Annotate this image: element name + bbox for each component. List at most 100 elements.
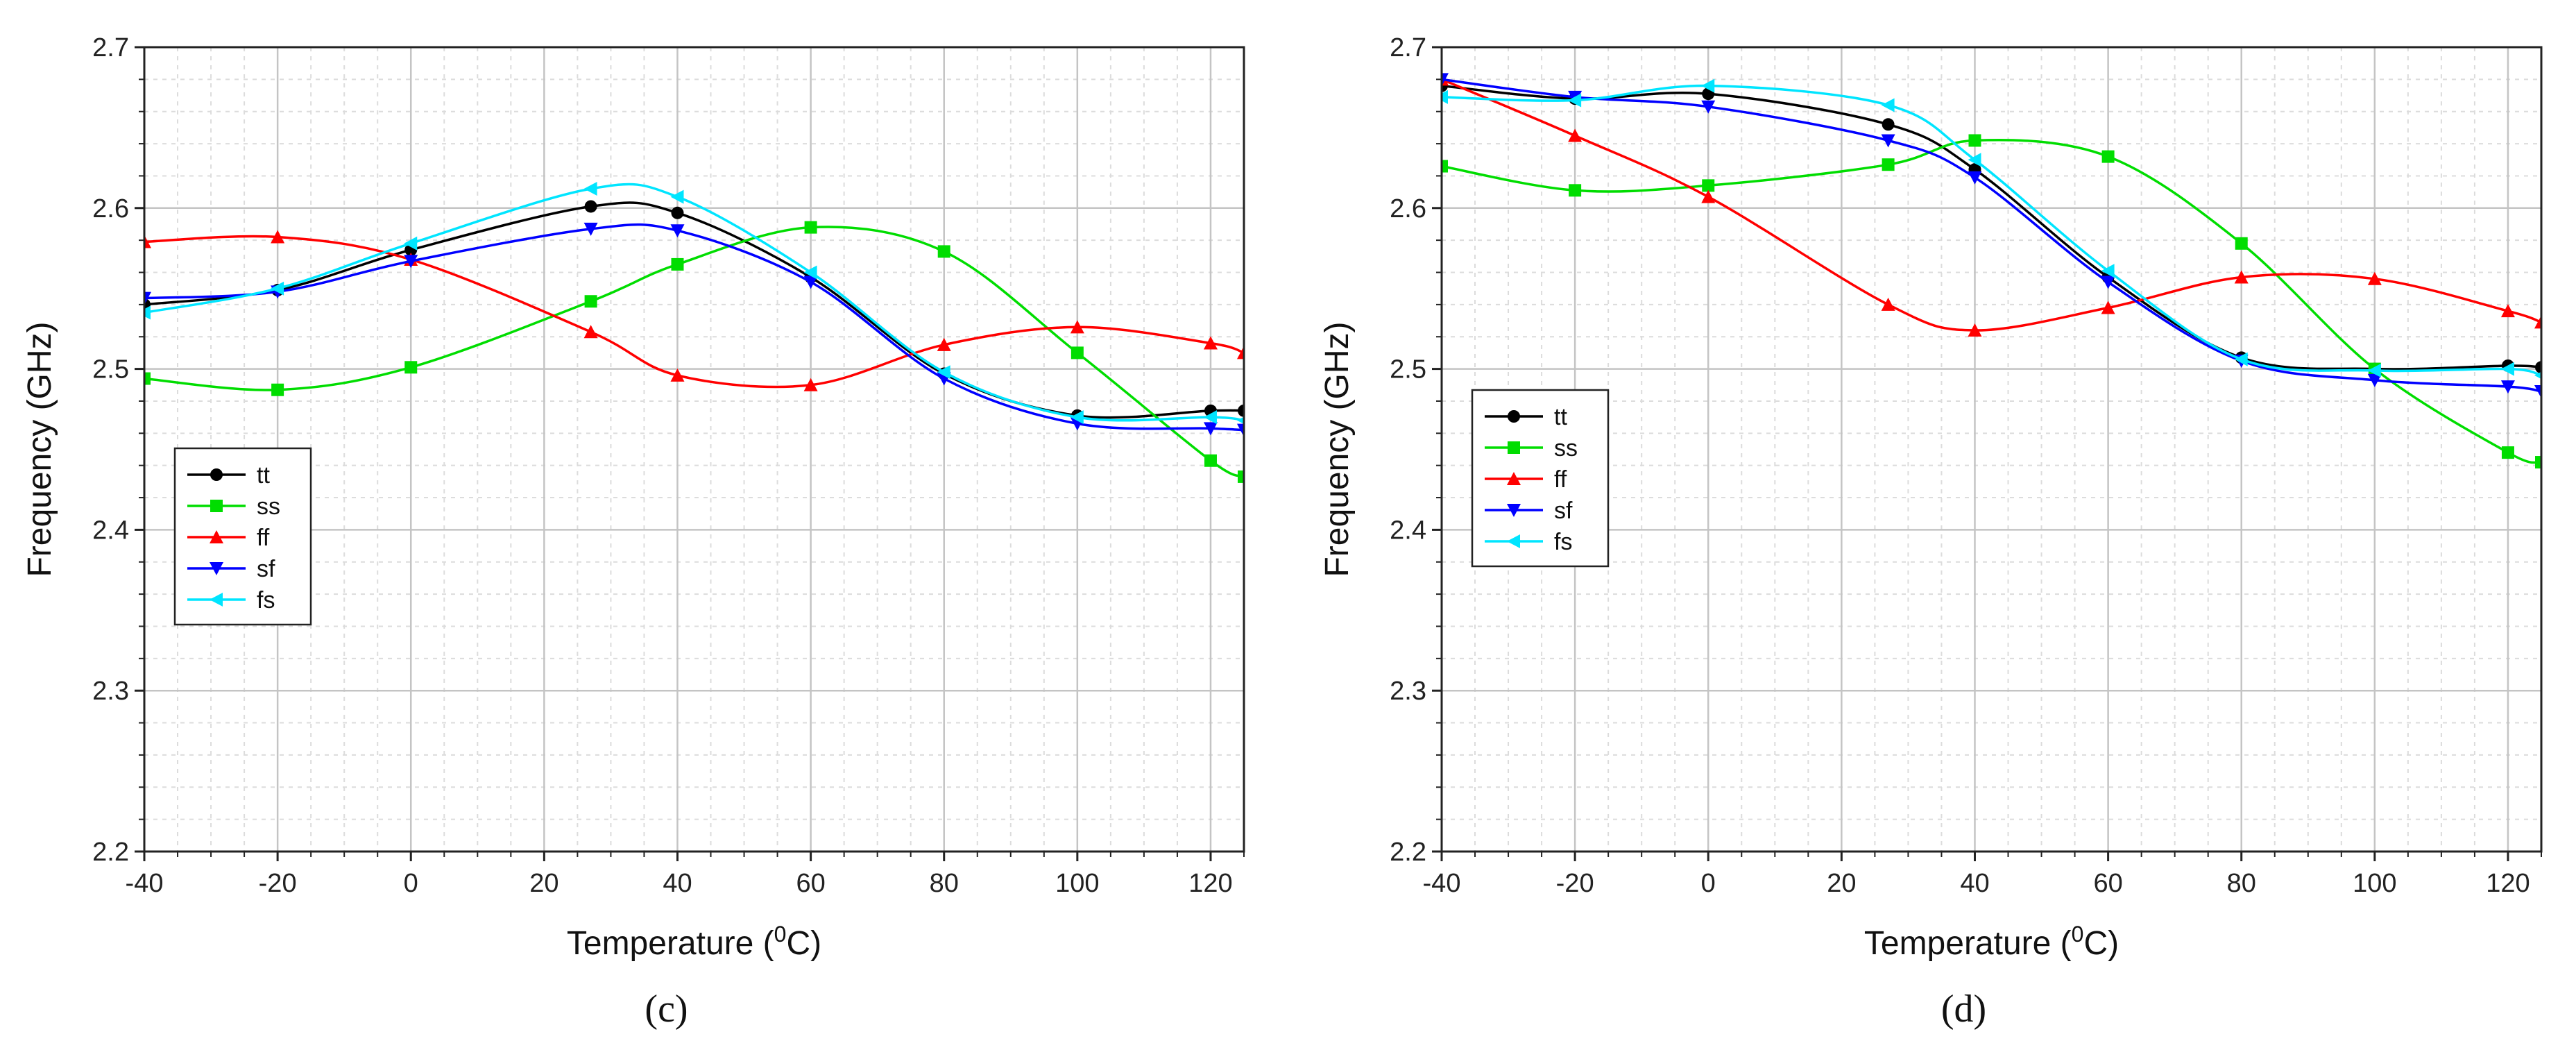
data-point-sf [2101,276,2115,289]
data-point-fs [144,305,151,320]
y-tick-label: 2.5 [1390,355,1426,384]
y-tick-label: 2.7 [1390,33,1426,62]
data-point-ff [1070,320,1084,334]
series-line-sf [1442,78,2541,393]
x-tick-label: 120 [2486,869,2530,898]
plot-area [1442,72,2541,469]
y-tick-label: 2.7 [92,33,129,62]
panel-label: (d) [1941,988,1986,1031]
data-point-tt [2535,361,2541,374]
legend-label-sf: sf [257,556,275,582]
data-point-sf [144,291,151,305]
series-line-sf [144,223,1244,432]
plot-area [144,181,1244,483]
legend-marker-ff [210,530,223,543]
data-point-fs [2101,264,2115,278]
data-point-ss [671,257,684,271]
legend-item-fs: fs [187,587,275,613]
y-tick-label: 2.5 [92,355,129,384]
data-point-sf [2367,373,2382,387]
x-axis-title-text: Temperature ( [567,925,774,962]
legend-item-ss: ss [187,493,280,520]
legend-item-ff: ff [1485,466,1567,493]
x-tick-label: 0 [1701,869,1716,898]
data-point-ss [1204,454,1217,467]
data-point-ss [271,383,284,396]
x-tick-label: 0 [404,869,418,898]
data-point-ss [2235,237,2248,250]
data-point-fs [1203,410,1217,425]
legend-label-ss: ss [1554,435,1578,462]
data-point-ss [1442,160,1448,173]
legend-marker-tt [210,468,223,481]
data-point-sf [404,255,418,269]
series-line-ss [1442,138,2541,464]
data-point-fs [2234,352,2248,366]
data-point-ff [144,235,151,248]
series-line-tt [1442,84,2541,371]
plot-frame [143,46,1245,853]
x-tick-label: -20 [1556,869,1594,898]
x-tick-label: 80 [2227,869,2256,898]
data-point-ff [2534,315,2541,329]
legend-label-tt: tt [1554,404,1567,430]
series-ss [144,221,1244,483]
legend-marker-sf [210,562,223,575]
x-tick-label: 100 [1055,869,1099,898]
data-point-fs [803,265,817,280]
data-point-ss [404,361,418,374]
minor-grid [144,47,1245,852]
data-point-fs [404,236,418,251]
data-point-fs [1881,98,1895,112]
data-point-tt [584,200,597,213]
y-tick-label: 2.3 [1390,677,1426,706]
data-point-fs [670,189,684,204]
series-sf [1442,73,2541,399]
x-tick-label: 40 [663,869,692,898]
x-axis-title: Temperature (0C) [567,922,821,962]
legend-item-sf: sf [1485,498,1573,524]
x-tick-label: 60 [796,869,825,898]
legend-item-tt: tt [1485,404,1567,430]
data-point-ff [2234,270,2249,284]
series-sf [144,222,1244,437]
y-tick-label: 2.3 [92,677,129,706]
data-point-ss [584,295,597,308]
data-point-ff [1701,189,1716,203]
data-point-fs [583,181,597,196]
legend-marker-tt [1508,410,1520,423]
legend-label-ff: ff [257,525,270,551]
data-point-ff [803,378,818,391]
data-point-ff [2500,304,2515,318]
data-point-sf [1442,73,1449,87]
series-line-ss [144,226,1244,478]
x-tick-label: -40 [126,869,164,898]
series-ff [144,230,1244,391]
data-point-ff [1237,346,1244,359]
x-tick-label: 60 [2093,869,2122,898]
data-point-sf [670,224,685,238]
data-point-sf [1203,422,1218,436]
data-point-fs [1568,93,1582,108]
data-point-ff [670,368,685,382]
legend-marker-fs [210,593,223,607]
x-axis-title-sup: 0 [774,922,787,947]
legend-label-ss: ss [257,493,280,520]
data-point-ss [1702,179,1715,192]
legend-label-ff: ff [1554,466,1567,493]
series-fs [1442,78,2541,380]
series-line-ff [1442,78,2541,332]
data-point-ff [1568,128,1583,142]
data-point-fs [2534,371,2541,380]
series-line-ff [144,235,1244,389]
legend-item-ss: ss [1485,435,1578,462]
data-point-tt [1238,404,1244,417]
data-point-sf [1968,171,1982,185]
data-point-fs [2500,362,2514,376]
y-tick-label: 2.2 [1390,838,1426,867]
data-point-sf [583,222,598,236]
x-tick-label: 40 [1960,869,1989,898]
data-point-ff [937,337,951,351]
data-point-tt [1882,118,1895,131]
